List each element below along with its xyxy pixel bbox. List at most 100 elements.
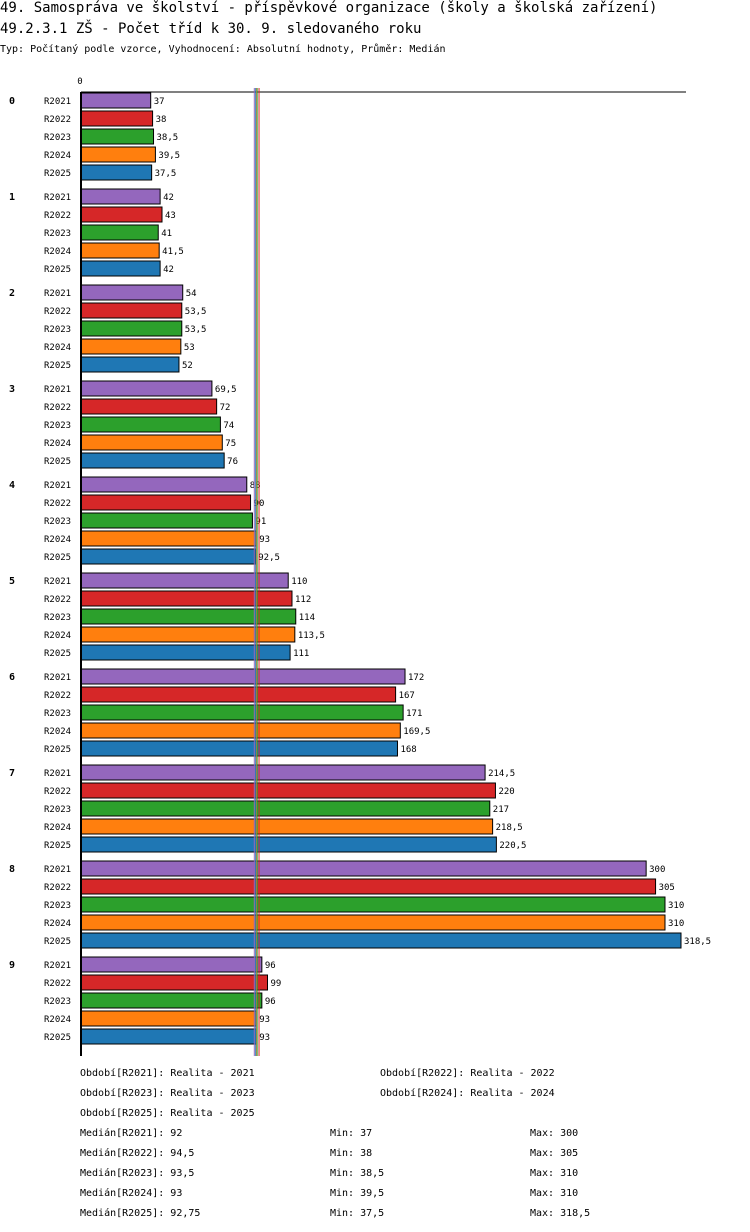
- bar-value-label: 318,5: [684, 937, 711, 947]
- stat-median-r2025: Medián[R2025]: 92,75: [80, 1208, 201, 1219]
- bar-value-label: 172: [408, 673, 424, 683]
- bar-9-R2022: [80, 974, 268, 991]
- bar-value-label: 110: [291, 577, 307, 587]
- stat-max-r2023: Max: 310: [530, 1168, 579, 1179]
- bar-series-label: R2022: [44, 883, 71, 893]
- bar-series-label: R2024: [44, 151, 71, 161]
- bar-5-R2023: [80, 608, 297, 625]
- bar-value-label: 220: [498, 787, 514, 797]
- legend-period-r2022: Období[R2022]: Realita - 2022: [380, 1068, 555, 1079]
- stat-min-r2024: Min: 39,5: [330, 1188, 385, 1199]
- bar-9-R2025: [80, 1028, 257, 1045]
- stat-max-r2024: Max: 310: [530, 1188, 579, 1199]
- bar-series-label: R2022: [44, 307, 71, 317]
- bar-series-label: R2024: [44, 343, 71, 353]
- bar-value-label: 54: [186, 289, 197, 299]
- bar-value-label: 113,5: [298, 631, 325, 641]
- bar-series-label: R2022: [44, 787, 71, 797]
- bar-2-R2025: [80, 356, 180, 373]
- bar-series-label: R2021: [44, 97, 71, 107]
- bar-value-label: 99: [270, 979, 281, 989]
- bar-value-label: 220,5: [499, 841, 526, 851]
- group-label-4: 4: [9, 480, 15, 491]
- bar-0-R2022: [80, 110, 154, 127]
- bar-value-label: 42: [163, 193, 174, 203]
- bar-4-R2021: [80, 476, 248, 493]
- bar-7-R2021: [80, 764, 486, 781]
- stat-max-r2022: Max: 305: [530, 1148, 579, 1159]
- bar-1-R2025: [80, 260, 161, 277]
- stat-max-r2021: Max: 300: [530, 1128, 579, 1139]
- bar-series-label: R2024: [44, 823, 71, 833]
- bar-6-R2024: [80, 722, 401, 739]
- bar-value-label: 69,5: [215, 385, 237, 395]
- bar-value-label: 96: [265, 997, 276, 1007]
- bar-value-label: 75: [225, 439, 236, 449]
- bar-series-label: R2022: [44, 499, 71, 509]
- bar-value-label: 114: [299, 613, 315, 623]
- bar-value-label: 37: [154, 97, 165, 107]
- bar-7-R2025: [80, 836, 497, 853]
- legend-period-r2021: Období[R2021]: Realita - 2021: [80, 1068, 255, 1079]
- bar-8-R2022: [80, 878, 657, 895]
- bar-series-label: R2025: [44, 649, 71, 659]
- bar-series-label: R2025: [44, 361, 71, 371]
- bar-series-label: R2025: [44, 745, 71, 755]
- stat-median-r2022: Medián[R2022]: 94,5: [80, 1148, 195, 1159]
- bar-value-label: 92,5: [258, 553, 280, 563]
- bar-8-R2024: [80, 914, 666, 931]
- bar-6-R2023: [80, 704, 404, 721]
- bar-value-label: 88: [250, 481, 261, 491]
- bar-value-label: 41: [161, 229, 172, 239]
- bar-0-R2021: [80, 92, 152, 109]
- bar-7-R2023: [80, 800, 491, 817]
- bar-series-label: R2022: [44, 403, 71, 413]
- chart-title: 49. Samospráva ve školství - příspěvkové…: [0, 0, 658, 16]
- bar-value-label: 39,5: [158, 151, 180, 161]
- legend-period-r2025: Období[R2025]: Realita - 2025: [80, 1108, 255, 1119]
- bar-3-R2022: [80, 398, 218, 415]
- bar-8-R2023: [80, 896, 666, 913]
- group-label-5: 5: [9, 576, 15, 587]
- bar-series-label: R2022: [44, 211, 71, 221]
- bar-4-R2023: [80, 512, 253, 529]
- bar-value-label: 74: [223, 421, 234, 431]
- bar-7-R2022: [80, 782, 496, 799]
- bar-5-R2024: [80, 626, 296, 643]
- bar-series-label: R2024: [44, 919, 71, 929]
- bar-3-R2023: [80, 416, 221, 433]
- bar-1-R2024: [80, 242, 160, 259]
- bar-series-label: R2021: [44, 289, 71, 299]
- bar-value-label: 53: [184, 343, 195, 353]
- bar-2-R2021: [80, 284, 184, 301]
- bar-series-label: R2021: [44, 385, 71, 395]
- bar-series-label: R2023: [44, 517, 71, 527]
- group-label-6: 6: [9, 672, 15, 683]
- chart-subtitle-indicator: 49.2.3.1 ZŠ - Počet tříd k 30. 9. sledov…: [0, 21, 422, 37]
- x-axis-zero-label: 0: [77, 77, 82, 87]
- bar-series-label: R2024: [44, 247, 71, 257]
- bar-value-label: 300: [649, 865, 665, 875]
- bar-6-R2025: [80, 740, 398, 757]
- bar-value-label: 53,5: [185, 307, 207, 317]
- bar-8-R2025: [80, 932, 682, 949]
- bar-value-label: 93: [259, 535, 270, 545]
- bar-series-label: R2021: [44, 961, 71, 971]
- bar-2-R2024: [80, 338, 182, 355]
- group-label-0: 0: [9, 96, 15, 107]
- bar-series-label: R2023: [44, 709, 71, 719]
- bar-series-label: R2022: [44, 691, 71, 701]
- bar-1-R2022: [80, 206, 163, 223]
- bar-value-label: 41,5: [162, 247, 184, 257]
- group-label-2: 2: [9, 288, 15, 299]
- bar-series-label: R2024: [44, 535, 71, 545]
- bar-series-label: R2024: [44, 439, 71, 449]
- bar-6-R2021: [80, 668, 406, 685]
- bar-1-R2021: [80, 188, 161, 205]
- bar-4-R2022: [80, 494, 252, 511]
- bar-value-label: 91: [255, 517, 266, 527]
- bar-series-label: R2025: [44, 937, 71, 947]
- bar-5-R2022: [80, 590, 293, 607]
- bar-value-label: 171: [406, 709, 422, 719]
- bar-series-label: R2025: [44, 457, 71, 467]
